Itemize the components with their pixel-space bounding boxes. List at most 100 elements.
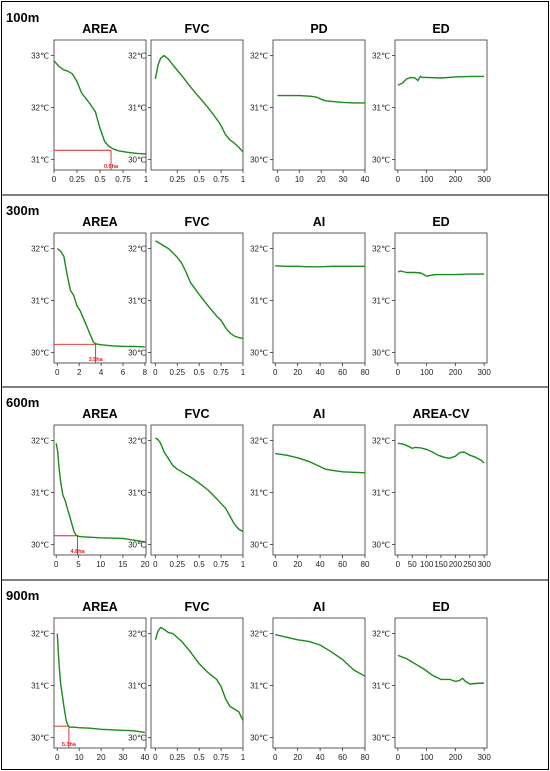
plot-frame xyxy=(150,232,244,364)
y-tick-label: 31℃ xyxy=(31,156,49,165)
x-tick-label: 80 xyxy=(361,368,370,377)
y-tick-label: 32℃ xyxy=(250,245,268,254)
plot-frame xyxy=(272,232,366,364)
panel-area-row3: AREA 30℃ 31℃ 32℃ 0 5 10 15 20 4.8ha xyxy=(31,407,150,569)
x-tick-label: 300 xyxy=(477,368,491,377)
y-tick-label: 32℃ xyxy=(128,437,146,446)
y-tick-label: 32℃ xyxy=(31,245,49,254)
x-tick-label: 0.75 xyxy=(213,560,229,569)
x-tick-label: 20 xyxy=(141,560,150,569)
plot-frame xyxy=(150,424,244,556)
x-tick-label: 40 xyxy=(316,368,325,377)
panel-title: ED xyxy=(432,22,449,36)
x-tick-label: 100 xyxy=(420,753,434,762)
panel-fvc-row2: FVC 30℃ 31℃ 32℃ 0 0.25 0.5 0.75 1 xyxy=(128,215,246,377)
panel-title: FVC xyxy=(185,22,210,36)
y-tick-label: 32℃ xyxy=(128,630,146,639)
x-tick-label: 10 xyxy=(295,175,304,184)
x-tick-label: 0.5 xyxy=(194,753,206,762)
x-tick-label: 8 xyxy=(143,368,148,377)
y-tick-label: 31℃ xyxy=(250,489,268,498)
y-tick-label: 31℃ xyxy=(250,297,268,306)
row-100m: 100m xyxy=(6,10,39,25)
y-tick-label: 30℃ xyxy=(128,349,146,358)
x-tick-label: 15 xyxy=(118,560,127,569)
threshold-label: 0.6ha xyxy=(104,164,119,170)
y-tick-label: 32℃ xyxy=(372,630,390,639)
x-tick-label: 40 xyxy=(361,175,370,184)
panel-ed-row4: ED 30℃ 31℃ 32℃ 0 100 200 300 xyxy=(372,600,491,762)
y-tick-label: 32℃ xyxy=(372,52,390,61)
x-tick-label: 20 xyxy=(97,753,106,762)
x-tick-label: 1 xyxy=(241,175,246,184)
panel-fvc-row4: FVC 30℃ 31℃ 32℃ 0 0.25 0.5 0.75 1 xyxy=(128,600,246,762)
x-tick-label: 20 xyxy=(317,175,326,184)
y-tick-label: 31℃ xyxy=(128,489,146,498)
panel-area-row1: AREA 31℃ 32℃ 33℃ 0 0.25 0.5 0.75 1 0.6ha xyxy=(31,22,149,184)
x-tick-label: 0 xyxy=(55,753,60,762)
y-tick-label: 31℃ xyxy=(372,104,390,113)
panel-pd-row1: PD 30℃ 31℃ 32℃ 0 10 20 30 40 xyxy=(250,22,370,184)
row-600m: 600m xyxy=(2,386,548,410)
x-tick-label: 0 xyxy=(54,560,59,569)
row-label: 100m xyxy=(6,10,39,25)
y-tick-label: 31℃ xyxy=(372,682,390,691)
series-line xyxy=(154,626,244,721)
panel-title: AI xyxy=(313,600,326,614)
y-tick-label: 31℃ xyxy=(31,682,49,691)
x-tick-label: 30 xyxy=(119,753,128,762)
x-tick-label: 40 xyxy=(316,560,325,569)
x-tick-label: 10 xyxy=(75,753,84,762)
x-tick-label: 60 xyxy=(338,753,347,762)
panel-ed-row1: ED 30℃ 31℃ 32℃ 0 100 200 300 xyxy=(372,22,491,184)
panel-area-row4: AREA 30℃ 31℃ 32℃ 0 10 20 30 40 5.3ha xyxy=(31,600,150,762)
panels-layer: AREA 31℃ 32℃ 33℃ 0 0.25 0.5 0.75 1 0.6ha FVC 30℃ 31℃… xyxy=(31,22,491,762)
row-label: 300m xyxy=(6,203,39,218)
x-tick-label: 6 xyxy=(121,368,126,377)
y-tick-label: 30℃ xyxy=(250,734,268,743)
x-tick-label: 250 xyxy=(463,560,477,569)
x-tick-label: 0.75 xyxy=(213,753,229,762)
x-tick-label: 0 xyxy=(273,368,278,377)
plot-frame xyxy=(394,617,488,749)
x-tick-label: 80 xyxy=(361,753,370,762)
rows-layer: 100m 300m 600m 900m xyxy=(2,10,548,603)
x-tick-label: 0 xyxy=(396,753,401,762)
panel-fvc-row3: FVC 30℃ 31℃ 32℃ 0 0.25 0.5 0.75 1 xyxy=(128,407,246,569)
panel-ai-row4: AI 30℃ 31℃ 32℃ 0 20 40 60 80 xyxy=(250,600,370,762)
row-label: 600m xyxy=(6,395,39,410)
x-tick-label: 0 xyxy=(55,368,60,377)
y-tick-label: 30℃ xyxy=(250,349,268,358)
x-tick-label: 80 xyxy=(361,560,370,569)
series-line xyxy=(275,633,366,677)
x-tick-label: 1 xyxy=(144,175,149,184)
y-tick-label: 30℃ xyxy=(372,541,390,550)
y-tick-label: 30℃ xyxy=(372,734,390,743)
x-tick-label: 40 xyxy=(316,753,325,762)
panel-title: AREA xyxy=(82,600,117,614)
y-tick-label: 30℃ xyxy=(31,734,49,743)
x-tick-label: 0 xyxy=(273,560,278,569)
x-tick-label: 0 xyxy=(396,368,401,377)
x-tick-label: 100 xyxy=(420,560,434,569)
x-tick-label: 20 xyxy=(293,753,302,762)
y-tick-label: 32℃ xyxy=(250,630,268,639)
x-tick-label: 0.5 xyxy=(94,175,106,184)
series-line xyxy=(56,633,146,734)
panel-ai-row2: AI 30℃ 31℃ 32℃ 0 20 40 60 80 xyxy=(250,215,370,377)
series-line xyxy=(155,240,244,340)
y-tick-label: 30℃ xyxy=(31,541,49,550)
series-line xyxy=(275,452,366,474)
panel-area-cv-row3: AREA-CV 30℃ 31℃ 32℃ 0 50 100 150 200 250 300 xyxy=(372,407,491,569)
panel-ed-row2: ED 30℃ 31℃ 32℃ 0 100 200 300 xyxy=(372,215,491,377)
x-tick-label: 300 xyxy=(477,753,491,762)
plot-frame xyxy=(272,617,366,749)
x-tick-label: 0 xyxy=(273,753,278,762)
x-tick-label: 0 xyxy=(52,175,57,184)
y-tick-label: 31℃ xyxy=(128,104,146,113)
x-tick-label: 20 xyxy=(293,560,302,569)
x-tick-label: 0.5 xyxy=(194,368,206,377)
x-tick-label: 100 xyxy=(420,368,434,377)
panel-title: AI xyxy=(313,407,326,421)
